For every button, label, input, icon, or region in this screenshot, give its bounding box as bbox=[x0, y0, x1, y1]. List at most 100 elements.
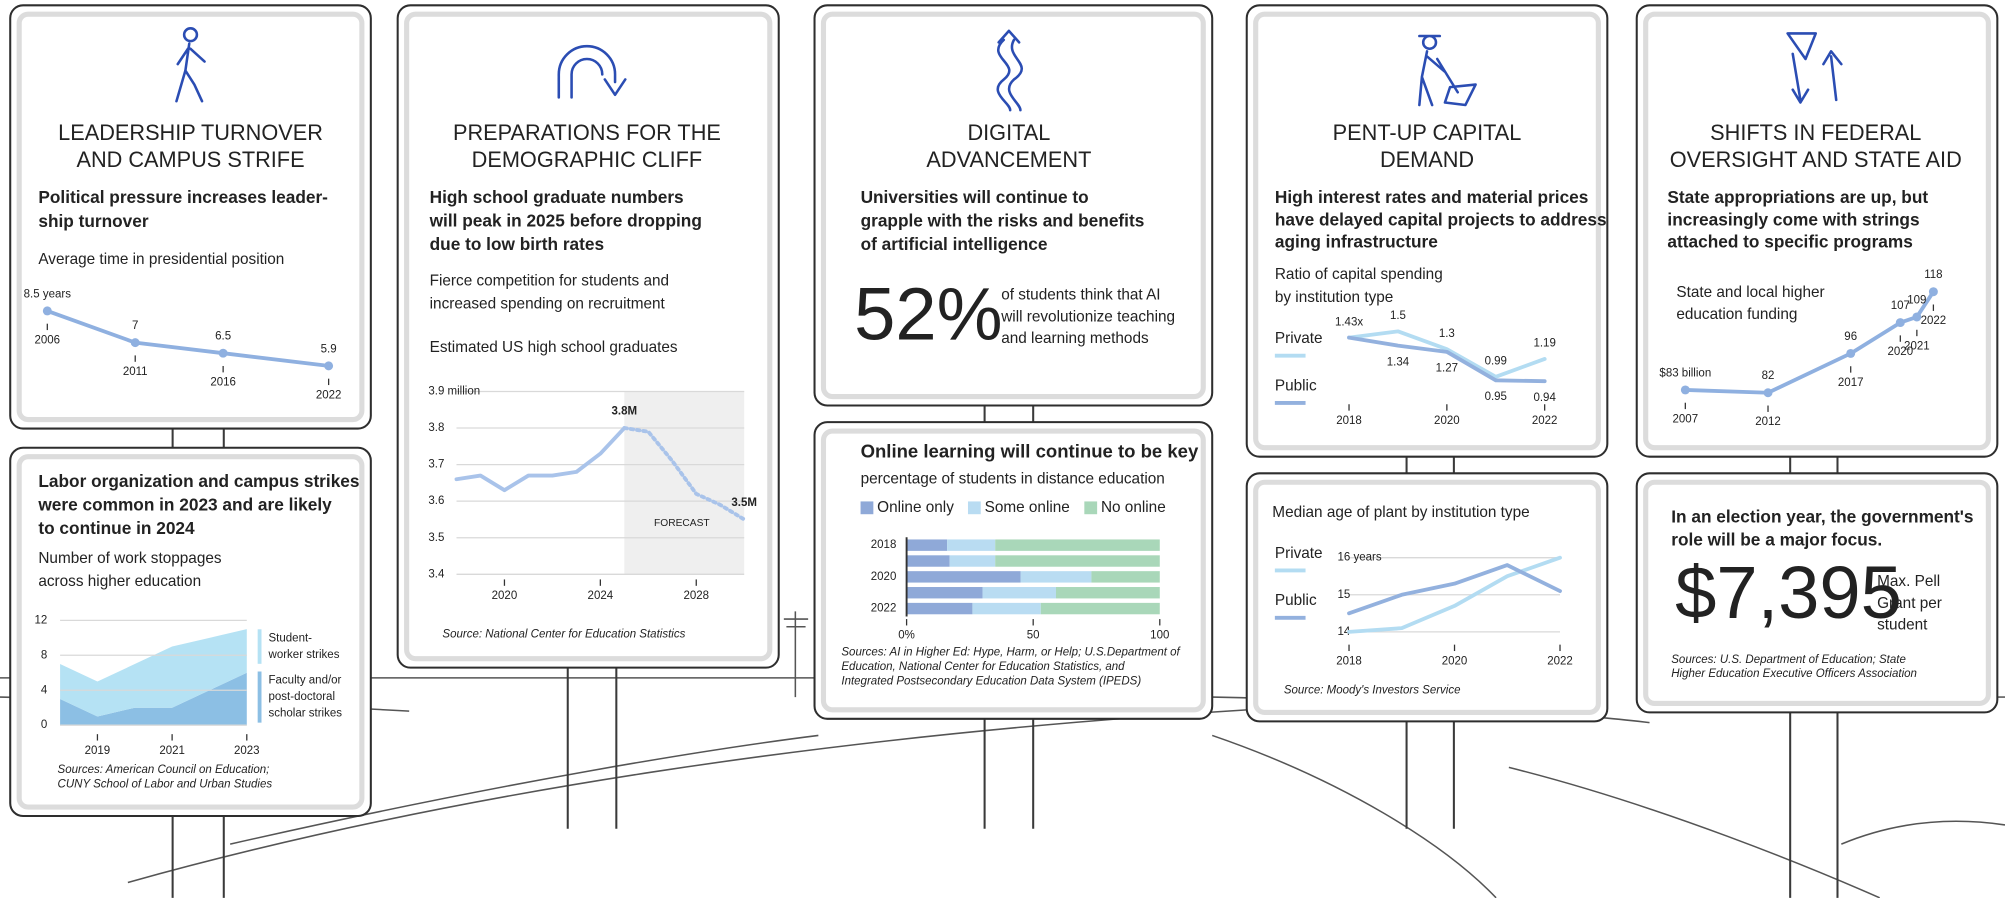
bar-segment bbox=[995, 539, 1160, 550]
chart-subtitle: percentage of students in distance educa… bbox=[861, 471, 1165, 488]
stat-text: of students think that AI bbox=[1001, 287, 1160, 304]
sign-heading: have delayed capital projects to address bbox=[1275, 209, 1607, 229]
legend-label: Private bbox=[1275, 545, 1323, 562]
sign-heading: of artificial intelligence bbox=[861, 234, 1048, 254]
x-tick-label: 2016 bbox=[210, 377, 236, 389]
data-point bbox=[1912, 312, 1921, 321]
value-label: 82 bbox=[1762, 370, 1775, 382]
body: {"signs": [ {"title": ["LEADERSHIP TURNO… bbox=[0, 0, 2005, 898]
data-point bbox=[1846, 349, 1855, 358]
sign-title: LEADERSHIP TURNOVER bbox=[58, 120, 323, 145]
bar-segment bbox=[983, 587, 1056, 598]
chart-heading: were common in 2023 and are likely bbox=[37, 494, 332, 514]
sign-title: DIGITAL bbox=[967, 120, 1050, 145]
sign-title: DEMAND bbox=[1380, 147, 1474, 172]
y-tick-label: 16 years bbox=[1338, 552, 1382, 564]
sign-heading: will peak in 2025 before dropping bbox=[429, 211, 702, 231]
bar-segment bbox=[907, 555, 950, 566]
road-line bbox=[1509, 767, 1880, 897]
legend-label: Private bbox=[1275, 330, 1323, 347]
legend-swatch bbox=[968, 501, 981, 514]
sign-heading: attached to specific programs bbox=[1667, 232, 1912, 252]
x-tick-label: 2018 bbox=[1336, 415, 1362, 427]
chart-title: Median age of plant by institution type bbox=[1272, 504, 1529, 521]
sign-title: PREPARATIONS FOR THE bbox=[453, 120, 721, 145]
bar-segment bbox=[1041, 603, 1160, 614]
x-tick-label: 2020 bbox=[1442, 655, 1468, 667]
y-tick-label: 15 bbox=[1338, 589, 1351, 601]
x-tick-label: 100 bbox=[1150, 630, 1169, 642]
legend-label: Some online bbox=[985, 499, 1070, 516]
y-tick-label: 0 bbox=[41, 719, 47, 731]
x-tick-label: 2024 bbox=[588, 590, 614, 602]
sign-heading: Universities will continue to bbox=[861, 187, 1089, 207]
y-tick-label: 3.7 bbox=[428, 459, 444, 471]
source: Integrated Postsecondary Education Data … bbox=[841, 676, 1141, 688]
category-label: 2018 bbox=[871, 539, 897, 551]
sign-title: SHIFTS IN FEDERAL bbox=[1710, 120, 1921, 145]
chart-title: education funding bbox=[1676, 306, 1797, 323]
value-label: 8.5 years bbox=[24, 288, 72, 300]
forecast-shade bbox=[624, 391, 744, 574]
sign-title: AND CAMPUS STRIFE bbox=[76, 147, 304, 172]
y-tick-label: 12 bbox=[35, 614, 48, 626]
x-tick-label: 2020 bbox=[492, 590, 518, 602]
legend-label: Public bbox=[1275, 377, 1317, 394]
value-label: 1.3 bbox=[1439, 328, 1455, 340]
data-point bbox=[43, 306, 52, 315]
data-point bbox=[1896, 318, 1905, 327]
data-point bbox=[131, 338, 140, 347]
sign-heading: increasingly come with strings bbox=[1667, 209, 1919, 229]
x-tick-label: 2022 bbox=[1921, 315, 1947, 327]
x-tick-label: 2007 bbox=[1673, 413, 1699, 425]
y-tick-label: 4 bbox=[41, 684, 48, 696]
legend-label: Public bbox=[1275, 592, 1317, 609]
bar-segment bbox=[907, 539, 948, 550]
chart-heading: to continue in 2024 bbox=[38, 518, 195, 538]
stat-text: Max. Pell bbox=[1877, 573, 1940, 590]
x-tick-label: 2023 bbox=[234, 745, 260, 757]
chart-title: State and local higher bbox=[1676, 284, 1824, 301]
source: Source: Moody's Investors Service bbox=[1284, 685, 1461, 697]
sign-title: OVERSIGHT AND STATE AID bbox=[1670, 147, 1962, 172]
category-label: 2020 bbox=[871, 571, 897, 583]
x-tick-label: 2017 bbox=[1838, 377, 1864, 389]
sign-heading: State appropriations are up, but bbox=[1667, 187, 1928, 207]
infographic: LEADERSHIP TURNOVERAND CAMPUS STRIFE Poli… bbox=[0, 0, 2005, 898]
source: Sources: U.S. Department of Education; S… bbox=[1671, 654, 1906, 666]
x-tick-label: 2021 bbox=[1904, 340, 1930, 352]
x-tick-label: 2012 bbox=[1755, 416, 1781, 428]
chart-title: Online learning will continue to be key bbox=[861, 441, 1199, 462]
value-label: 118 bbox=[1924, 269, 1942, 281]
source: Education, National Center for Education… bbox=[841, 661, 1125, 673]
value-label: 0.94 bbox=[1533, 392, 1556, 404]
x-tick-label: 2020 bbox=[1434, 415, 1460, 427]
y-tick-label: 3.5 bbox=[428, 532, 444, 544]
stat-text: and learning methods bbox=[1001, 330, 1149, 347]
value-label: 1.19 bbox=[1533, 338, 1555, 350]
value-label: 109 bbox=[1907, 294, 1926, 306]
chart-title: Average time in presidential position bbox=[38, 251, 284, 268]
sign-heading: Political pressure increases leader- bbox=[38, 187, 328, 207]
y-tick-label: 3.4 bbox=[428, 568, 445, 580]
category-label: 2022 bbox=[871, 603, 897, 615]
legend-label: Online only bbox=[877, 499, 954, 516]
data-point bbox=[219, 349, 228, 358]
value-label: 6.5 bbox=[215, 331, 231, 343]
sign-heading: ship turnover bbox=[38, 211, 149, 231]
chart-title: Number of work stoppages bbox=[38, 550, 222, 567]
sign-heading: High interest rates and material prices bbox=[1275, 187, 1589, 207]
data-point bbox=[324, 361, 333, 370]
bar-segment bbox=[907, 571, 1021, 582]
chart-title: by institution type bbox=[1275, 289, 1393, 306]
bar-segment bbox=[972, 603, 1040, 614]
source: Source: National Center for Education St… bbox=[442, 628, 685, 640]
sign-title: PENT-UP CAPITAL bbox=[1333, 120, 1522, 145]
x-tick-label: 2019 bbox=[85, 745, 111, 757]
x-tick-label: 2022 bbox=[1532, 415, 1558, 427]
x-tick-label: 2011 bbox=[123, 366, 148, 378]
legend-label: scholar strikes bbox=[269, 708, 343, 720]
source: Higher Education Executive Officers Asso… bbox=[1671, 668, 1917, 680]
value-label: 1.27 bbox=[1436, 362, 1458, 374]
x-tick-label: 2028 bbox=[683, 590, 709, 602]
